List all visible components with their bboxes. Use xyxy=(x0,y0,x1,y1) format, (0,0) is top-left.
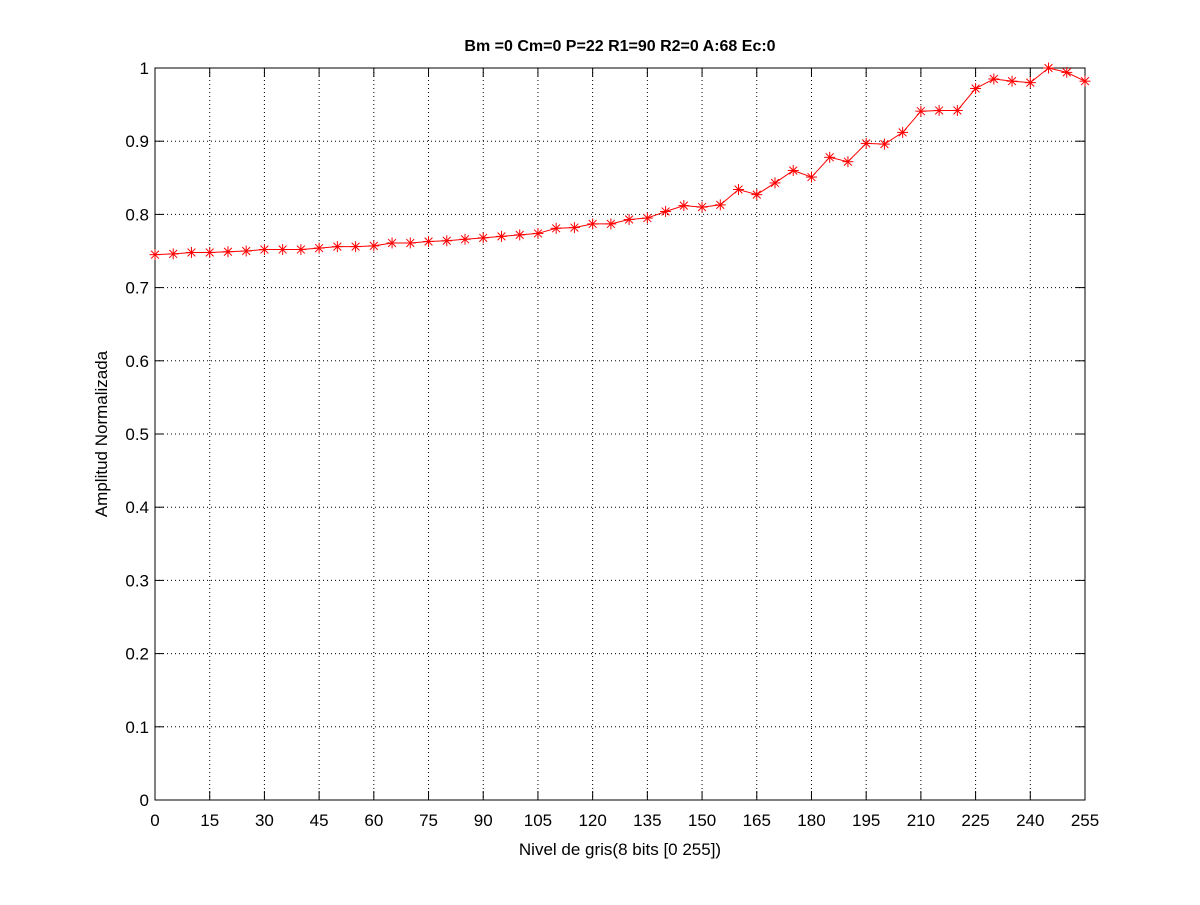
x-tick-label: 150 xyxy=(688,811,716,830)
series-layer xyxy=(149,62,1091,261)
data-point xyxy=(641,212,653,224)
data-point xyxy=(1006,75,1018,87)
data-point xyxy=(1043,62,1055,74)
data-point xyxy=(1079,75,1091,87)
data-point xyxy=(769,177,781,189)
series-line xyxy=(154,67,1086,256)
y-tick-label: 0.6 xyxy=(125,352,149,371)
x-tick-label: 210 xyxy=(907,811,935,830)
data-point xyxy=(350,241,362,253)
data-point xyxy=(185,246,197,258)
data-point xyxy=(897,126,909,138)
x-tick-label: 225 xyxy=(961,811,989,830)
data-point xyxy=(805,171,817,183)
data-point xyxy=(605,218,617,230)
x-tick-labels: 0 15 30 45 60 75 90 105 120 135 150 165 180 195 210 225… xyxy=(150,811,1099,830)
data-point xyxy=(933,104,945,116)
data-point xyxy=(696,201,708,213)
data-point xyxy=(751,189,763,201)
data-point xyxy=(441,235,453,247)
data-point xyxy=(970,82,982,94)
data-point xyxy=(258,244,270,256)
grid-lines xyxy=(155,68,1085,800)
data-point xyxy=(587,218,599,230)
x-tick-label: 90 xyxy=(474,811,493,830)
data-point xyxy=(660,205,672,217)
x-tick-label: 75 xyxy=(419,811,438,830)
x-tick-label: 60 xyxy=(364,811,383,830)
x-tick-label: 240 xyxy=(1016,811,1044,830)
data-point xyxy=(240,245,252,257)
data-point xyxy=(204,246,216,258)
data-point xyxy=(167,248,179,260)
data-point xyxy=(368,240,380,252)
data-point xyxy=(988,73,1000,85)
x-tick-label: 45 xyxy=(310,811,329,830)
y-tick-label: 0.5 xyxy=(125,425,149,444)
data-point xyxy=(514,229,526,241)
y-tick-label: 1 xyxy=(140,59,149,78)
data-point xyxy=(149,249,161,261)
x-axis-label: Nivel de gris(8 bits [0 255]) xyxy=(519,840,721,859)
data-point xyxy=(277,244,289,256)
y-tick-label: 0.4 xyxy=(125,498,149,517)
data-point xyxy=(787,164,799,176)
data-point xyxy=(714,199,726,211)
data-point xyxy=(331,241,343,253)
x-tick-label: 255 xyxy=(1071,811,1099,830)
data-point xyxy=(824,151,836,163)
y-tick-label: 0.8 xyxy=(125,205,149,224)
data-point xyxy=(532,227,544,239)
data-point xyxy=(495,230,507,242)
y-tick-label: 0.2 xyxy=(125,645,149,664)
x-tick-label: 135 xyxy=(633,811,661,830)
data-point xyxy=(915,105,927,117)
x-tick-label: 0 xyxy=(150,811,159,830)
data-point xyxy=(295,244,307,256)
data-point xyxy=(477,232,489,244)
data-point xyxy=(878,138,890,150)
axis-ticks xyxy=(154,67,1086,801)
data-point xyxy=(1024,77,1036,89)
data-point xyxy=(222,246,234,258)
data-point xyxy=(550,222,562,234)
data-point xyxy=(951,104,963,116)
x-tick-label: 165 xyxy=(743,811,771,830)
x-tick-label: 105 xyxy=(524,811,552,830)
x-tick-label: 195 xyxy=(852,811,880,830)
data-point xyxy=(568,222,580,234)
x-tick-label: 15 xyxy=(200,811,219,830)
x-tick-label: 180 xyxy=(797,811,825,830)
chart-title: Bm =0 Cm=0 P=22 R1=90 R2=0 A:68 Ec:0 xyxy=(464,38,775,55)
data-point xyxy=(459,233,471,245)
x-tick-label: 120 xyxy=(578,811,606,830)
data-point xyxy=(1061,66,1073,78)
data-point xyxy=(860,137,872,149)
data-point xyxy=(423,235,435,247)
data-point xyxy=(386,237,398,249)
data-point xyxy=(842,156,854,168)
y-tick-label: 0.9 xyxy=(125,132,149,151)
y-axis-label: Amplitud Normalizada xyxy=(92,350,111,517)
data-point xyxy=(623,214,635,226)
x-tick-label: 30 xyxy=(255,811,274,830)
y-tick-labels: 0 0.1 0.2 0.3 0.4 0.5 0.6 0.7 0.8 0.9 1 xyxy=(125,59,149,810)
data-point xyxy=(678,200,690,212)
y-tick-label: 0.7 xyxy=(125,279,149,298)
y-tick-label: 0.3 xyxy=(125,571,149,590)
y-tick-label: 0.1 xyxy=(125,718,149,737)
y-tick-label: 0 xyxy=(140,791,149,810)
data-point xyxy=(404,237,416,249)
data-point xyxy=(733,184,745,196)
data-point xyxy=(313,242,325,254)
